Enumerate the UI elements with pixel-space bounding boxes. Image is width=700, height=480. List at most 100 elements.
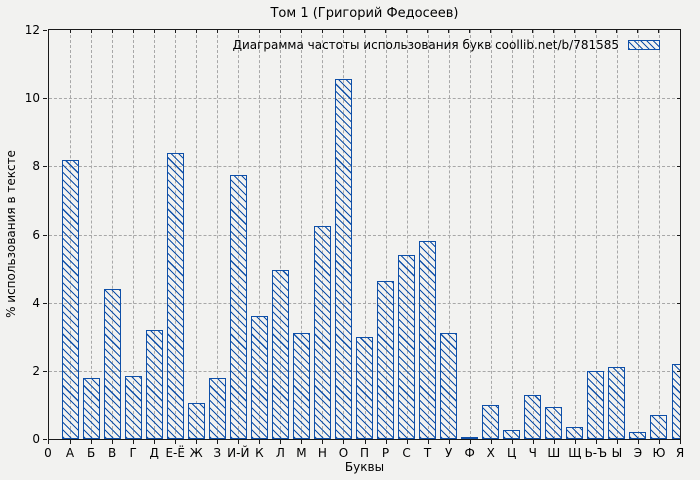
legend-label: Диаграмма частоты использования букв coo… bbox=[232, 38, 619, 52]
bar-Ж bbox=[187, 403, 205, 439]
x-tick-label: П bbox=[359, 446, 370, 460]
x-axis-tick bbox=[680, 440, 681, 444]
x-axis-tick bbox=[616, 440, 618, 444]
x-tick-label: У bbox=[444, 446, 453, 460]
v-gridline bbox=[469, 30, 471, 439]
chart-title: Том 1 (Григорий Федосеев) bbox=[270, 6, 459, 21]
bar-Л bbox=[271, 270, 289, 439]
x-tick-label: Г bbox=[129, 446, 137, 460]
bar-П bbox=[356, 336, 373, 439]
top-inner-tick bbox=[342, 30, 344, 33]
x-axis-tick bbox=[595, 440, 597, 444]
top-inner-tick bbox=[174, 30, 176, 33]
top-inner-tick bbox=[448, 30, 450, 33]
bar-Ф bbox=[461, 437, 479, 439]
x-axis-tick bbox=[154, 440, 156, 444]
x-axis-tick bbox=[280, 440, 282, 444]
right-inner-tick bbox=[677, 98, 680, 100]
y-tick-label: 8 bbox=[32, 159, 40, 174]
bar-Б bbox=[82, 377, 100, 439]
bar-Ц bbox=[503, 430, 521, 439]
top-inner-tick bbox=[427, 30, 429, 33]
x-tick-label: И-Й bbox=[227, 446, 250, 460]
v-gridline bbox=[406, 30, 408, 439]
bar-Э bbox=[629, 432, 647, 439]
v-gridline bbox=[595, 30, 597, 439]
y-tick-label: 6 bbox=[32, 227, 40, 242]
top-inner-tick bbox=[616, 30, 618, 33]
top-inner-tick bbox=[637, 30, 639, 33]
top-inner-tick bbox=[553, 30, 555, 33]
x-tick-label: Ф bbox=[464, 446, 475, 460]
x-axis-origin-tick bbox=[48, 440, 49, 444]
top-inner-tick bbox=[574, 30, 576, 33]
top-inner-tick bbox=[300, 30, 302, 33]
right-inner-tick bbox=[677, 302, 680, 304]
x-tick-label: З bbox=[213, 446, 222, 460]
right-inner-tick bbox=[677, 166, 680, 168]
x-tick-label: Т bbox=[423, 446, 432, 460]
x-axis-tick bbox=[217, 440, 219, 444]
right-inner-tick bbox=[677, 370, 680, 372]
x-tick-label: Я bbox=[675, 446, 685, 460]
x-tick-label: Ц bbox=[507, 446, 517, 460]
top-inner-tick bbox=[237, 30, 239, 33]
top-inner-tick bbox=[595, 30, 597, 33]
x-axis-tick bbox=[70, 440, 72, 444]
y-tick-label: 12 bbox=[24, 23, 40, 37]
x-tick-label: Б bbox=[86, 446, 96, 460]
top-inner-tick bbox=[364, 30, 365, 33]
top-inner-tick bbox=[511, 30, 513, 33]
v-gridline bbox=[217, 30, 219, 439]
top-inner-tick bbox=[658, 30, 660, 33]
bar-Ш bbox=[545, 406, 563, 439]
v-gridline bbox=[574, 30, 576, 439]
bar-Ы bbox=[608, 367, 626, 439]
x-axis-tick bbox=[364, 440, 366, 444]
x-axis-tick bbox=[133, 440, 135, 444]
x-axis-tick bbox=[91, 440, 93, 444]
top-inner-tick bbox=[195, 30, 197, 33]
x-axis-tick bbox=[553, 440, 555, 444]
bar-Р bbox=[377, 280, 395, 439]
x-axis-tick bbox=[196, 440, 198, 444]
x-tick-label: Е-Ё bbox=[165, 446, 185, 460]
x-axis-tick bbox=[259, 440, 261, 444]
bar-Г bbox=[124, 375, 142, 439]
top-inner-tick bbox=[406, 30, 408, 33]
v-gridline bbox=[196, 30, 198, 439]
chart-legend: Диаграмма частоты использования букв coo… bbox=[233, 38, 660, 52]
y-axis-tick bbox=[43, 234, 47, 236]
x-axis-tick bbox=[322, 440, 324, 444]
top-inner-tick bbox=[321, 30, 323, 33]
bar-Я bbox=[671, 364, 680, 439]
v-gridline bbox=[658, 30, 660, 439]
y-axis-tick bbox=[43, 166, 47, 168]
bar-Т bbox=[419, 241, 437, 439]
x-tick-label: В bbox=[107, 446, 117, 460]
y-axis-tick bbox=[43, 30, 47, 31]
x-axis-tick bbox=[490, 440, 492, 444]
x-origin-tick-label: 0 bbox=[44, 446, 52, 460]
top-inner-tick bbox=[216, 30, 218, 33]
x-axis-label: Буквы bbox=[344, 460, 385, 474]
x-tick-label: Ш bbox=[547, 446, 561, 460]
top-inner-tick bbox=[111, 30, 113, 33]
y-axis-tick bbox=[43, 439, 47, 440]
v-gridline bbox=[553, 30, 555, 439]
top-inner-tick bbox=[385, 30, 387, 33]
v-gridline bbox=[448, 30, 450, 439]
x-axis-tick bbox=[532, 440, 534, 444]
bar-Н bbox=[313, 225, 331, 439]
top-inner-tick bbox=[532, 30, 534, 33]
plot-area: Диаграмма частоты использования букв coo… bbox=[48, 29, 681, 440]
bar-Ь-Ъ bbox=[587, 370, 605, 439]
bar-В bbox=[103, 289, 121, 439]
bar-К bbox=[250, 316, 268, 439]
bar-А bbox=[61, 159, 79, 439]
x-axis-tick bbox=[343, 440, 345, 444]
x-axis-tick bbox=[574, 440, 576, 444]
top-inner-tick bbox=[279, 30, 281, 33]
bar-М bbox=[292, 333, 310, 439]
x-axis-tick bbox=[637, 440, 639, 444]
